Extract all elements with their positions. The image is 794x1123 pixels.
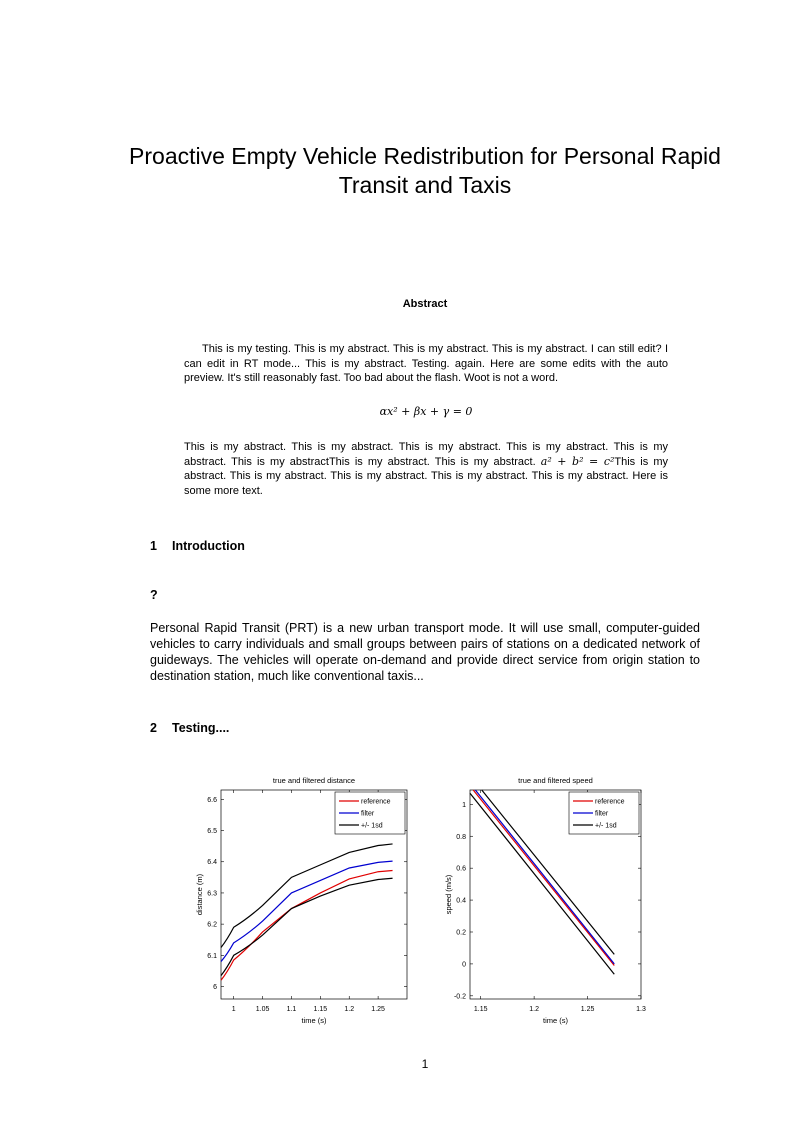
y-tick-label: 0.2 — [456, 929, 466, 936]
y-axis-label: distance (m) — [195, 873, 204, 915]
subsection-heading-unknown: ? — [150, 588, 172, 602]
y-tick-label: 6.5 — [207, 828, 217, 835]
x-tick-label: 1.1 — [287, 1006, 297, 1013]
series-line-sd — [220, 843, 393, 948]
section-heading-introduction: 1 Introduction — [150, 539, 245, 553]
y-tick-label: -0.2 — [454, 993, 466, 1000]
chart-title: true and filtered distance — [273, 776, 355, 785]
series-line-sd — [481, 789, 615, 955]
y-tick-label: 1 — [462, 802, 466, 809]
x-tick-label: 1.15 — [314, 1006, 328, 1013]
y-tick-label: 0.8 — [456, 834, 466, 841]
y-tick-label: 0.4 — [456, 898, 466, 905]
speed-chart: true and filtered speed time (s) speed (m/… — [444, 776, 646, 1025]
abstract-heading: Abstract — [402, 298, 448, 310]
y-tick-label: 0 — [462, 961, 466, 968]
y-tick-label: 0.6 — [456, 866, 466, 873]
x-tick-label: 1 — [232, 1006, 236, 1013]
legend-label: filter — [595, 811, 609, 818]
distance-chart: true and filtered distance time (s) distan… — [195, 776, 408, 1025]
y-tick-label: 6.4 — [207, 859, 217, 866]
abstract-paragraph-2: This is my abstract. This is my abstract… — [184, 440, 668, 498]
axes-box — [469, 789, 642, 1000]
x-tick-label: 1.15 — [474, 1006, 488, 1013]
section-number: 1 — [150, 539, 157, 553]
inline-equation: a² + b² = c² — [540, 454, 615, 468]
section-title: Testing.... — [172, 721, 230, 735]
paper-title: Proactive Empty Vehicle Redistribution f… — [129, 143, 721, 198]
x-tick-label: 1.25 — [581, 1006, 595, 1013]
x-tick-label: 1.3 — [636, 1006, 646, 1013]
section-number: 2 — [150, 721, 157, 735]
series-line-sd-lower — [220, 877, 393, 976]
series-line-reference — [220, 869, 393, 981]
y-tick-label: 6.3 — [207, 890, 217, 897]
page-number: 1 — [421, 1057, 429, 1071]
y-tick-label: 6.1 — [207, 953, 217, 960]
x-axis-label: time (s) — [302, 1016, 328, 1025]
series-line-filter — [474, 789, 615, 965]
x-tick-label: 1.2 — [344, 1006, 354, 1013]
abstract-paragraph-1: This is my testing. This is my abstract.… — [184, 343, 668, 384]
series-line-sd-lower — [469, 792, 615, 975]
axes-box — [220, 789, 408, 1000]
abstract-text: This is my abstract. This is my abstract… — [184, 441, 668, 468]
section-heading-testing: 2 Testing.... — [150, 721, 229, 735]
abstract-equation: αx² + βx + γ = 0 — [379, 405, 473, 418]
y-axis-label: speed (m/s) — [444, 874, 453, 914]
y-tick-label: 6.2 — [207, 922, 217, 929]
abstract-text: This is my abstract. This is my abstract… — [184, 455, 668, 497]
section-title: Introduction — [172, 539, 245, 553]
x-tick-label: 1.2 — [529, 1006, 539, 1013]
series-line-reference — [472, 789, 615, 966]
x-tick-label: 1.05 — [256, 1006, 270, 1013]
legend-label: +/- 1sd — [361, 823, 383, 830]
intro-paragraph: Personal Rapid Transit (PRT) is a new ur… — [150, 621, 700, 683]
series-line-filter — [220, 860, 393, 962]
x-tick-label: 1.25 — [371, 1006, 385, 1013]
y-tick-label: 6.6 — [207, 797, 217, 804]
legend-label: filter — [361, 811, 375, 818]
y-tick-label: 6 — [213, 984, 217, 991]
legend-label: reference — [361, 799, 391, 806]
chart-title: true and filtered speed — [518, 776, 593, 785]
section-number: ? — [150, 588, 158, 602]
legend-label: +/- 1sd — [595, 823, 617, 830]
x-axis-label: time (s) — [543, 1016, 569, 1025]
legend-label: reference — [595, 799, 625, 806]
